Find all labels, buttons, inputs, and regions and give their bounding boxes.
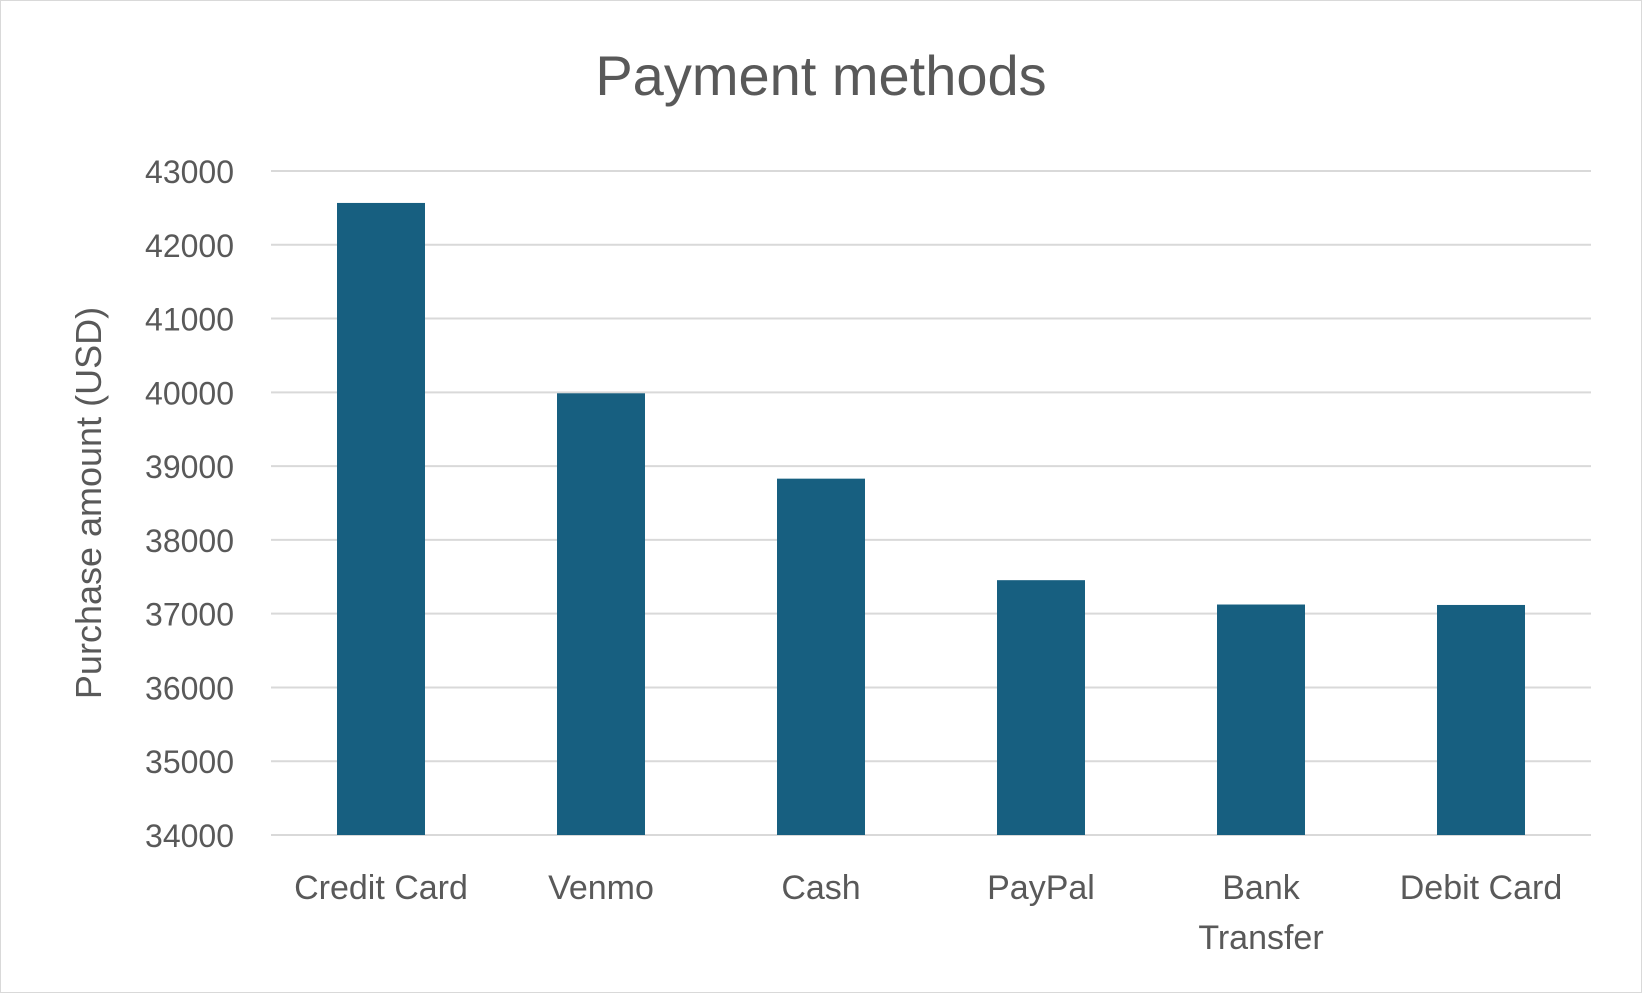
y-tick-label: 39000 [145,449,234,485]
x-tick-label: PayPal [987,869,1095,907]
y-axis-ticks: 34000 35000 36000 37000 38000 39000 40000 41000… [145,154,234,854]
chart-title: Payment methods [595,44,1046,107]
y-tick-label: 37000 [145,597,234,633]
y-tick-label: 35000 [145,744,234,780]
y-axis-label: Purchase amount (USD) [68,307,109,699]
x-tick-label: Transfer [1198,919,1323,957]
y-tick-label: 43000 [145,154,234,190]
x-axis-ticks: Credit Card Venmo Cash PayPal Bank Transfer De… [294,869,1562,957]
x-tick-label: Bank [1222,869,1300,907]
bar [337,202,425,835]
y-tick-label: 38000 [145,523,234,559]
x-tick-label: Credit Card [294,869,468,907]
x-tick-label: Debit Card [1400,869,1563,907]
y-tick-label: 34000 [145,818,234,854]
y-tick-label: 42000 [145,228,234,264]
bar [997,580,1085,835]
x-tick-label: Cash [781,869,860,907]
gridlines [271,170,1591,836]
x-tick-label: Venmo [548,869,654,907]
bar [1437,604,1525,835]
bar [777,478,865,835]
y-tick-label: 41000 [145,302,234,338]
bar [1217,604,1305,835]
y-tick-label: 36000 [145,670,234,706]
bar [557,393,645,835]
bars [337,202,1525,835]
y-tick-label: 40000 [145,375,234,411]
